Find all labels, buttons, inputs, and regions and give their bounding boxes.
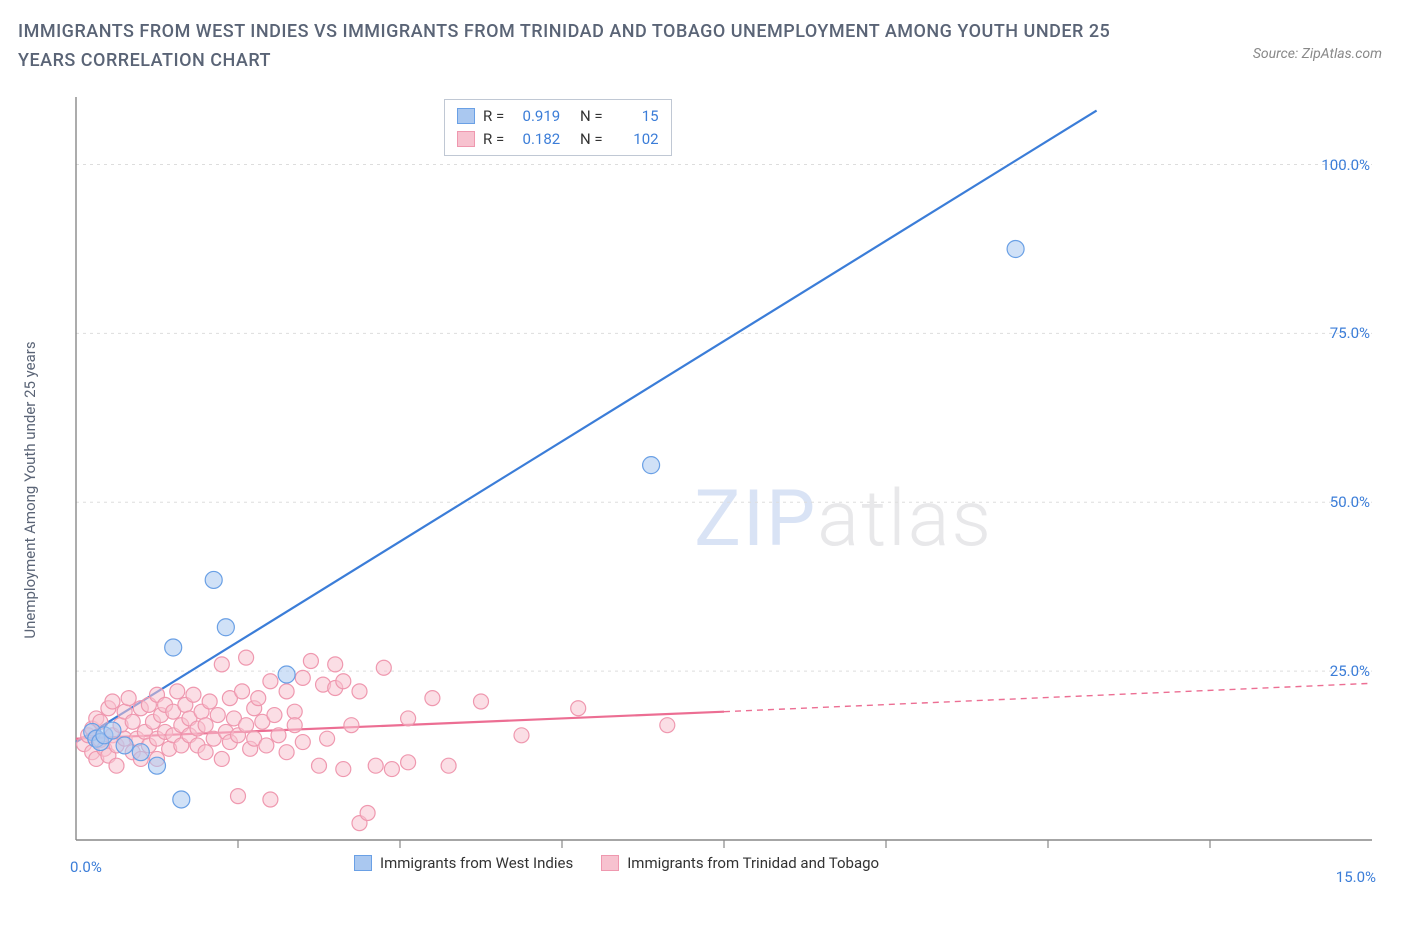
stats-legend-box: R = 0.919 N = 15 R = 0.182 N = 102 — [444, 99, 672, 156]
plot-area: ZIPatlas R = 0.919 N = 15 R = 0.182 N = … — [74, 95, 1374, 870]
source-text: Source: ZipAtlas.com — [1253, 46, 1382, 62]
legend-label-pink: Immigrants from Trinidad and Tobago — [627, 854, 879, 872]
chart-container: Unemployment Among Youth under 25 years … — [60, 95, 1390, 885]
y-bottom-label: 15.0% — [1336, 868, 1376, 886]
stats-row-blue: R = 0.919 N = 15 — [457, 105, 659, 128]
bottom-legend: Immigrants from West Indies Immigrants f… — [354, 854, 879, 872]
y-tick-label: 100.0% — [1321, 156, 1370, 174]
legend-item-blue: Immigrants from West Indies — [354, 854, 573, 872]
stats-row-pink: R = 0.182 N = 102 — [457, 128, 659, 151]
x-zero-label: 0.0% — [70, 858, 102, 876]
swatch-pink — [457, 131, 475, 147]
y-tick-label: 75.0% — [1330, 324, 1370, 342]
swatch-pink — [601, 855, 619, 871]
y-axis-label: Unemployment Among Youth under 25 years — [21, 341, 39, 638]
swatch-blue — [457, 108, 475, 124]
y-tick-label: 50.0% — [1330, 493, 1370, 511]
swatch-blue — [354, 855, 372, 871]
scatter-svg — [74, 95, 1374, 870]
legend-item-pink: Immigrants from Trinidad and Tobago — [601, 854, 879, 872]
y-tick-label: 25.0% — [1330, 662, 1370, 680]
chart-title: IMMIGRANTS FROM WEST INDIES VS IMMIGRANT… — [18, 18, 1118, 76]
legend-label-blue: Immigrants from West Indies — [380, 854, 573, 872]
